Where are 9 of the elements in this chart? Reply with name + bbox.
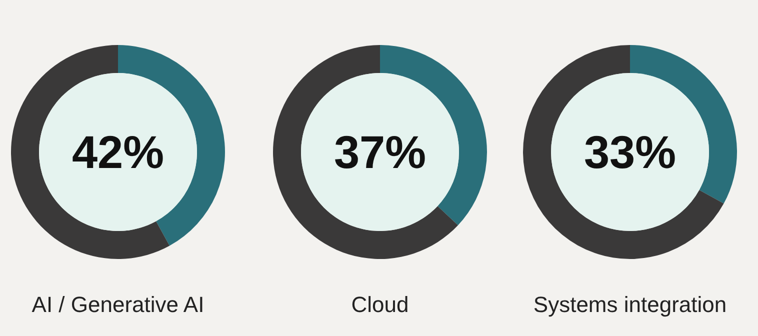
text: Cloud — [351, 292, 409, 317]
text: 37% — [334, 126, 426, 178]
text: AI / Generative AI — [32, 292, 204, 317]
text: Systems integration — [533, 292, 727, 317]
donut-slice — [11, 45, 170, 259]
text: 33% — [584, 126, 676, 178]
donut-slice — [273, 45, 458, 259]
text: 42% — [72, 126, 164, 178]
donut-slice — [523, 45, 724, 259]
